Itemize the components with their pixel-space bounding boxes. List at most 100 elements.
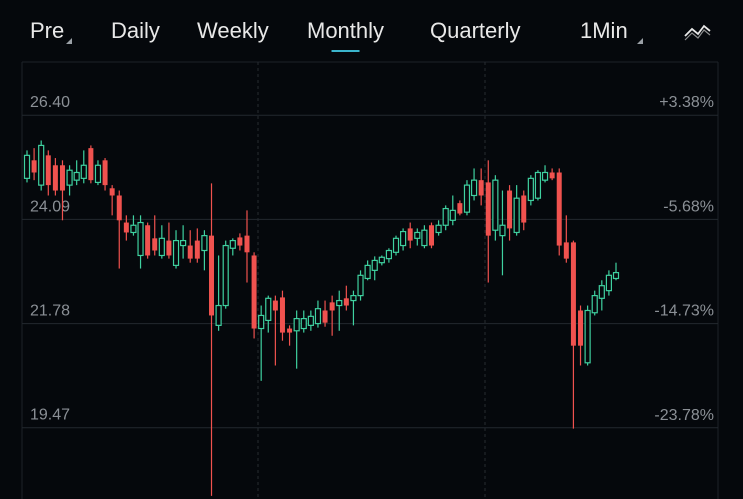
candle-body: [435, 224, 442, 234]
candle-body: [343, 298, 349, 306]
candle-body: [187, 245, 193, 259]
candle-body: [31, 160, 37, 173]
y-tick-label: 26.40: [30, 94, 70, 111]
candle-body: [222, 244, 229, 307]
candle-body: [527, 177, 534, 202]
candle-body: [80, 164, 87, 179]
candle-body: [428, 225, 434, 246]
candle-body: [73, 171, 80, 181]
candle-body: [307, 315, 314, 326]
candle-body: [336, 299, 343, 307]
dropdown-corner: [637, 38, 643, 44]
candle-body: [137, 221, 144, 257]
candle-body: [400, 230, 407, 247]
candle-body: [94, 164, 102, 184]
candle-body: [251, 255, 257, 329]
candle-body: [279, 297, 285, 333]
candle-body: [109, 188, 115, 196]
candle-body: [549, 172, 555, 179]
candle-body: [463, 184, 471, 213]
chart-type-icon[interactable]: [684, 24, 711, 37]
tab[interactable]: Pre: [30, 18, 64, 43]
tab[interactable]: Monthly: [307, 18, 384, 43]
candle-body: [485, 182, 491, 236]
candle-body: [265, 297, 272, 322]
candle-body: [521, 195, 527, 223]
candle-body: [584, 309, 591, 364]
candle-body: [180, 239, 187, 247]
candle-body: [314, 308, 322, 325]
candle-body: [158, 237, 165, 257]
tab[interactable]: 1Min: [580, 18, 628, 43]
candle-body: [116, 195, 122, 221]
candle-body: [392, 237, 400, 253]
tab[interactable]: Weekly: [197, 18, 269, 43]
candle-body: [605, 274, 613, 292]
candle-body: [172, 239, 180, 266]
candle-body: [123, 222, 129, 233]
candle-body: [534, 171, 542, 199]
dropdown-corner: [66, 38, 72, 44]
tab[interactable]: Quarterly: [430, 18, 520, 43]
candle-body: [578, 310, 584, 346]
candle-body: [591, 295, 598, 314]
candle-body: [357, 274, 364, 297]
y2-tick-label: -23.78%: [654, 407, 714, 424]
candle-body: [350, 295, 357, 302]
candle-body: [102, 160, 108, 186]
candle-body: [229, 239, 236, 249]
y2-tick-label: +3.38%: [659, 94, 714, 111]
candle-body: [59, 165, 65, 191]
candle-body: [322, 310, 328, 323]
candle-body: [385, 249, 393, 260]
candle-body: [371, 259, 378, 271]
candle-body: [145, 225, 151, 256]
candle-body: [52, 165, 58, 191]
candle-body: [378, 256, 385, 264]
candle-body: [612, 272, 620, 280]
candle-body: [457, 203, 463, 214]
chart-type-icon-shadow: [684, 29, 711, 41]
y-tick-label: 24.09: [30, 198, 70, 215]
candle-body: [563, 242, 569, 259]
y2-tick-label: -14.73%: [654, 303, 714, 320]
candle-body: [300, 318, 307, 330]
y-tick-label: 19.47: [30, 407, 70, 424]
candle-body: [88, 148, 94, 181]
candle-body: [201, 235, 208, 252]
tab[interactable]: Daily: [111, 18, 160, 43]
y-tick-label: 21.78: [30, 303, 70, 320]
candle-body: [23, 154, 31, 179]
candle-body: [449, 209, 456, 221]
candle-body: [421, 229, 428, 247]
candle-body: [237, 237, 243, 246]
candle-body: [492, 179, 499, 231]
candle-body: [442, 207, 449, 226]
candle-body: [244, 235, 250, 253]
candle-body: [38, 144, 45, 186]
candle-body: [507, 190, 513, 229]
candle-body: [329, 302, 335, 311]
candle-body: [215, 304, 222, 326]
candle-body: [556, 172, 562, 246]
candle-body: [258, 314, 265, 330]
candle-body: [272, 300, 278, 311]
candle-body: [598, 285, 605, 299]
candle-body: [414, 231, 421, 239]
candle-body: [478, 180, 484, 196]
candle-body: [287, 328, 293, 333]
y2-tick-label: -5.68%: [663, 198, 714, 215]
candle-body: [194, 240, 200, 259]
timeframe-tabs: Pre Daily Weekly Monthly Quarterly 1Min: [30, 18, 628, 52]
candle-body: [130, 224, 137, 234]
candle-body: [513, 197, 520, 234]
candle-body: [166, 240, 172, 256]
candle-body: [570, 242, 576, 346]
plot: 26.40 24.09 21.78 19.47 +3.38% -5.68% -14.73% -…: [22, 94, 718, 496]
candle-body: [152, 238, 158, 251]
candle-body: [293, 318, 300, 332]
candle-body: [499, 224, 506, 237]
candle-body: [66, 169, 73, 186]
